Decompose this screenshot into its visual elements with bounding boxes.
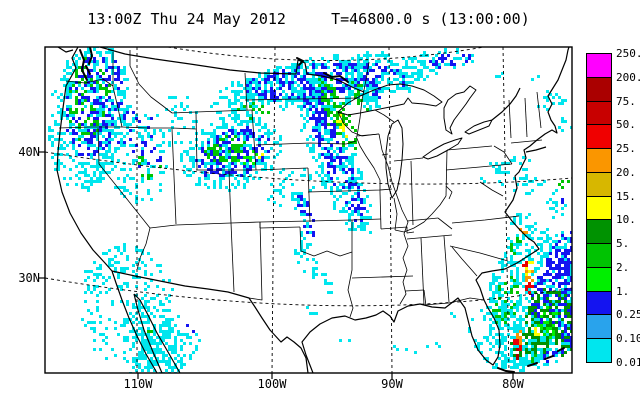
coastline	[56, 47, 570, 373]
legend-value-label: 0.25	[616, 308, 640, 322]
legend-value-label: 0.10	[616, 332, 640, 346]
legend-color-box	[586, 266, 612, 292]
state-borders	[58, 50, 543, 318]
legend-color-box	[586, 338, 612, 363]
coast-detail-islands	[79, 47, 565, 373]
legend-color-box	[586, 100, 612, 126]
legend-color-box	[586, 53, 612, 78]
legend-value-label: 2.	[616, 260, 630, 274]
legend-value-label: 10.	[616, 213, 636, 227]
legend-value-label: 0.01	[616, 356, 640, 369]
lon-label-110w: 110W	[123, 377, 153, 391]
legend-color-box	[586, 148, 612, 173]
lat-label-40n: 40N	[18, 145, 40, 159]
legend-color-box	[586, 171, 612, 197]
legend-value-label: 1.	[616, 284, 630, 298]
lat-label-30n: 30N	[18, 271, 40, 285]
lon-label-80w: 80W	[502, 377, 524, 391]
legend-value-label: 50.	[616, 118, 636, 132]
legend-value-label: 20.	[616, 165, 636, 179]
great-lakes	[337, 83, 493, 199]
map-frame	[39, 46, 573, 379]
legend-color-box	[586, 314, 612, 340]
legend-value-label: 5.	[616, 237, 630, 251]
lon-label-100w: 100W	[257, 377, 287, 391]
legend-color-box	[586, 195, 612, 221]
legend-color-box	[586, 124, 612, 150]
legend-value-label: 25.	[616, 142, 636, 156]
legend-color-box	[586, 243, 612, 268]
legend-value-label: 75.	[616, 94, 636, 108]
plot-title: 13:00Z Thu 24 May 2012 T=46800.0 s (13:0…	[87, 10, 530, 28]
legend-value-label: 15.	[616, 189, 636, 203]
legend-color-box	[586, 219, 612, 245]
legend-value-label: 250.	[616, 47, 640, 60]
precipitation-cells	[48, 47, 572, 373]
legend-value-label: 200.	[616, 70, 640, 84]
lon-label-90w: 90W	[381, 377, 403, 391]
legend-color-box	[586, 290, 612, 316]
legend-color-box	[586, 76, 612, 102]
